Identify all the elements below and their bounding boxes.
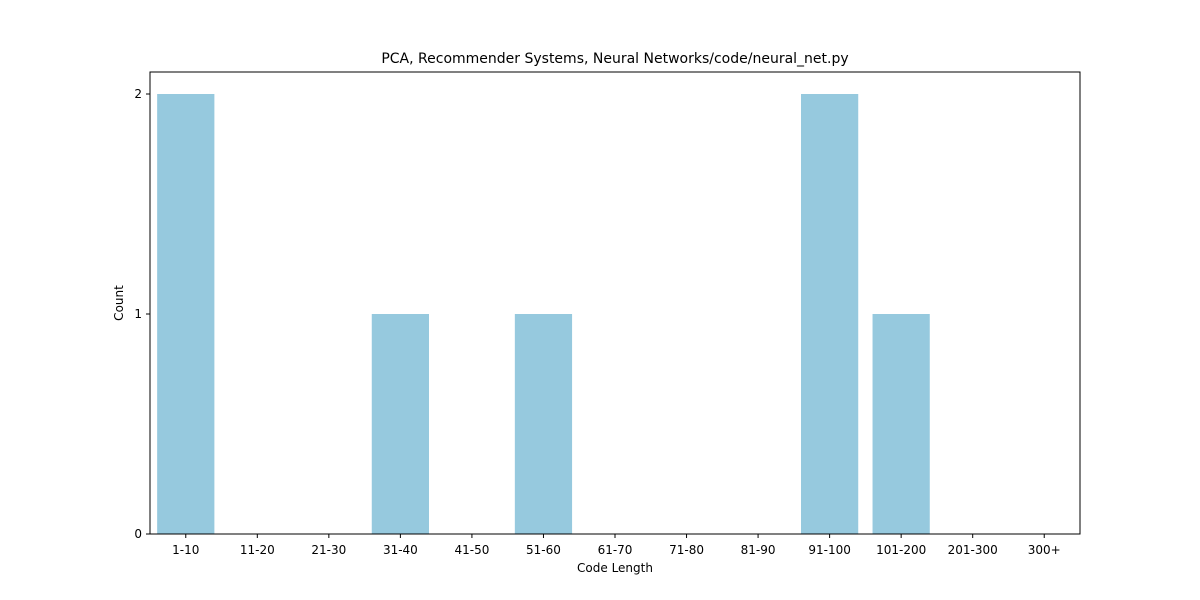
- y-tick-label: 1: [134, 307, 142, 321]
- bar-91-100: [801, 94, 859, 534]
- y-axis-label: Count: [112, 285, 126, 321]
- x-tick-label: 71-80: [669, 543, 704, 557]
- chart-title: PCA, Recommender Systems, Neural Network…: [381, 51, 848, 67]
- x-tick-label: 201-300: [948, 543, 998, 557]
- x-tick-label: 81-90: [741, 543, 776, 557]
- bar-31-40: [371, 314, 429, 534]
- x-tick-label: 31-40: [383, 543, 418, 557]
- x-tick-label: 101-200: [876, 543, 926, 557]
- bar-1-10: [157, 94, 215, 534]
- bars-group: [157, 94, 930, 534]
- y-tick-label: 2: [134, 87, 142, 101]
- x-tick-label: 41-50: [454, 543, 489, 557]
- x-tick-label: 11-20: [240, 543, 275, 557]
- x-tick-label: 91-100: [808, 543, 851, 557]
- x-tick-label: 21-30: [311, 543, 346, 557]
- x-axis-label: Code Length: [577, 561, 653, 575]
- x-tick-label: 300+: [1028, 543, 1061, 557]
- y-tick-label: 0: [134, 527, 142, 541]
- x-tick-label: 1-10: [172, 543, 199, 557]
- plot-frame: [149, 71, 1081, 535]
- y-axis-ticks: 0 1 2: [134, 87, 150, 541]
- x-tick-label: 61-70: [598, 543, 633, 557]
- x-tick-label: 51-60: [526, 543, 561, 557]
- bar-51-60: [514, 314, 573, 534]
- bar-101-200: [872, 314, 930, 534]
- x-axis-ticks: 1-10 11-20 21-30 31-40 41-50 51-60 61-70 71-80 8…: [172, 534, 1061, 557]
